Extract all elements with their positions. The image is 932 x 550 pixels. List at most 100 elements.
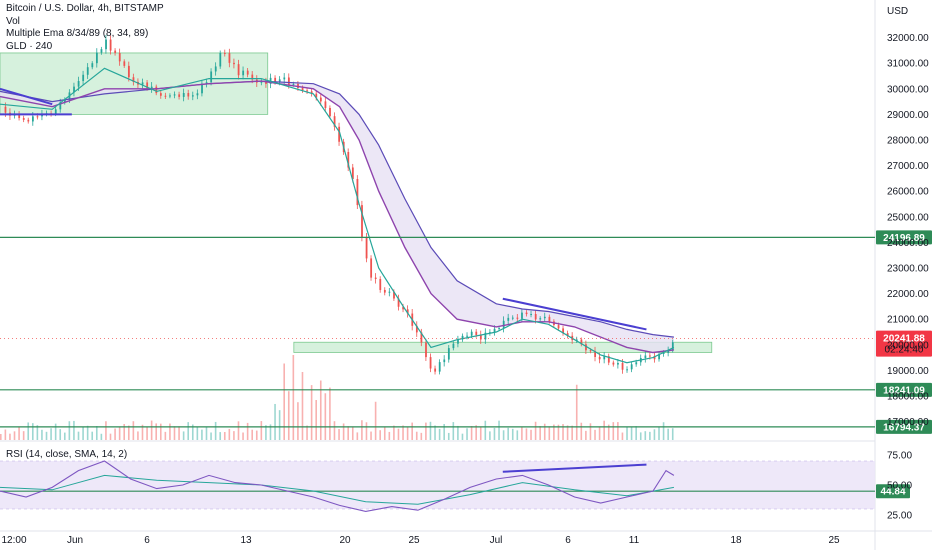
volume-bar: [182, 431, 185, 440]
candle-body: [402, 306, 405, 310]
candle-body: [498, 327, 501, 329]
volume-bar: [265, 425, 267, 440]
candle-body: [105, 39, 107, 50]
volume-bar: [164, 431, 167, 440]
volume-bar: [438, 428, 441, 440]
time-tick-label: 6: [565, 535, 571, 546]
volume-bar: [498, 420, 500, 440]
rsi-tick-label: 75.00: [887, 451, 912, 462]
price-tick-label: 26000.00: [887, 187, 929, 198]
trendline-3: [502, 297, 647, 331]
candle-body: [452, 343, 455, 349]
candle-body: [22, 118, 25, 120]
candle-body: [315, 93, 318, 98]
candle-body: [493, 328, 496, 333]
volume-bar: [575, 384, 578, 440]
candle-body: [77, 81, 80, 87]
volume-bar: [50, 428, 52, 440]
candle-body: [155, 86, 158, 94]
volume-bar: [63, 432, 66, 440]
volume-bar: [530, 429, 532, 440]
candle-body: [370, 258, 373, 278]
candle-body: [100, 49, 103, 53]
candle-body: [626, 369, 629, 371]
volume-bar: [649, 431, 651, 440]
volume-bar: [466, 428, 468, 440]
candle-body: [434, 368, 437, 372]
candle-body: [589, 350, 592, 352]
volume-bar: [342, 423, 345, 440]
candle-body: [324, 101, 327, 108]
volume-bar: [607, 424, 610, 440]
volume-indicator-label[interactable]: Vol: [6, 15, 20, 27]
candle-body: [361, 205, 363, 237]
volume-bar: [379, 430, 381, 440]
volume-bar: [137, 431, 139, 440]
candle-body: [457, 339, 459, 344]
volume-bar: [123, 424, 126, 440]
candle-body: [429, 357, 432, 369]
candle-body: [443, 359, 446, 363]
volume-bar: [169, 423, 171, 440]
volume-bar: [45, 431, 48, 440]
candle-body: [479, 335, 482, 340]
candle-body: [516, 317, 519, 319]
candle-body: [557, 325, 560, 329]
time-tick-label: 11: [629, 535, 640, 546]
volume-bar: [658, 427, 660, 440]
volume-bar: [287, 391, 290, 440]
volume-bar: [82, 426, 84, 440]
candle-body: [4, 106, 7, 113]
volume-bar: [233, 431, 235, 440]
candle-body: [530, 313, 533, 315]
rsi-indicator-label[interactable]: RSI (14, close, SMA, 14, 2): [6, 449, 128, 460]
ema-indicator-label[interactable]: Multiple Ema 8/34/89 (8, 34, 89): [6, 28, 149, 39]
volume-bar: [406, 426, 409, 440]
price-level-label-2: 18241.09: [883, 385, 925, 396]
candle-body: [475, 331, 478, 336]
volume-bar: [516, 430, 519, 440]
volume-bar: [511, 428, 514, 440]
candle-body: [228, 53, 231, 63]
candle-body: [141, 82, 144, 85]
volume-bar: [319, 380, 322, 440]
volume-bar: [223, 432, 226, 440]
candle-body: [233, 62, 235, 65]
volume-bar: [479, 427, 482, 440]
volume-bar: [73, 420, 75, 440]
candle-body: [109, 39, 112, 51]
currency-label: USD: [887, 6, 908, 17]
price-tick-label: 29000.00: [887, 110, 929, 121]
candle-body: [585, 344, 587, 351]
candle-body: [356, 179, 359, 206]
volume-bar: [173, 426, 176, 440]
candle-body: [630, 364, 633, 370]
candle-body: [635, 362, 638, 365]
volume-bar: [306, 425, 308, 440]
chart-legend: Bitcoin / U.S. Dollar, 4h, BITSTAMP Vol …: [6, 3, 164, 53]
current-price-tag: [876, 330, 932, 357]
volume-bar: [374, 401, 377, 440]
volume-bar: [315, 399, 317, 440]
volume-bar: [603, 420, 605, 440]
volume-bar: [397, 428, 400, 440]
price-tick-label: 25000.00: [887, 212, 929, 223]
candle-body: [91, 63, 94, 68]
volume-bar: [22, 431, 25, 440]
volume-bar: [95, 426, 98, 440]
candle-body: [210, 71, 213, 83]
symbol-title[interactable]: Bitcoin / U.S. Dollar, 4h, BITSTAMP: [6, 3, 164, 14]
candle-body: [388, 291, 391, 293]
candle-body: [63, 99, 66, 103]
volume-bar: [297, 402, 299, 440]
price-tick-label: 20000.00: [887, 340, 929, 351]
volume-bar: [415, 431, 418, 440]
volume-bar: [585, 430, 587, 440]
volume-bar: [251, 429, 253, 440]
volume-bar: [475, 425, 477, 440]
volume-bar: [150, 420, 153, 440]
candle-body: [27, 119, 30, 122]
gld-indicator-label[interactable]: GLD · 240: [6, 40, 53, 52]
volume-bar: [612, 422, 615, 440]
